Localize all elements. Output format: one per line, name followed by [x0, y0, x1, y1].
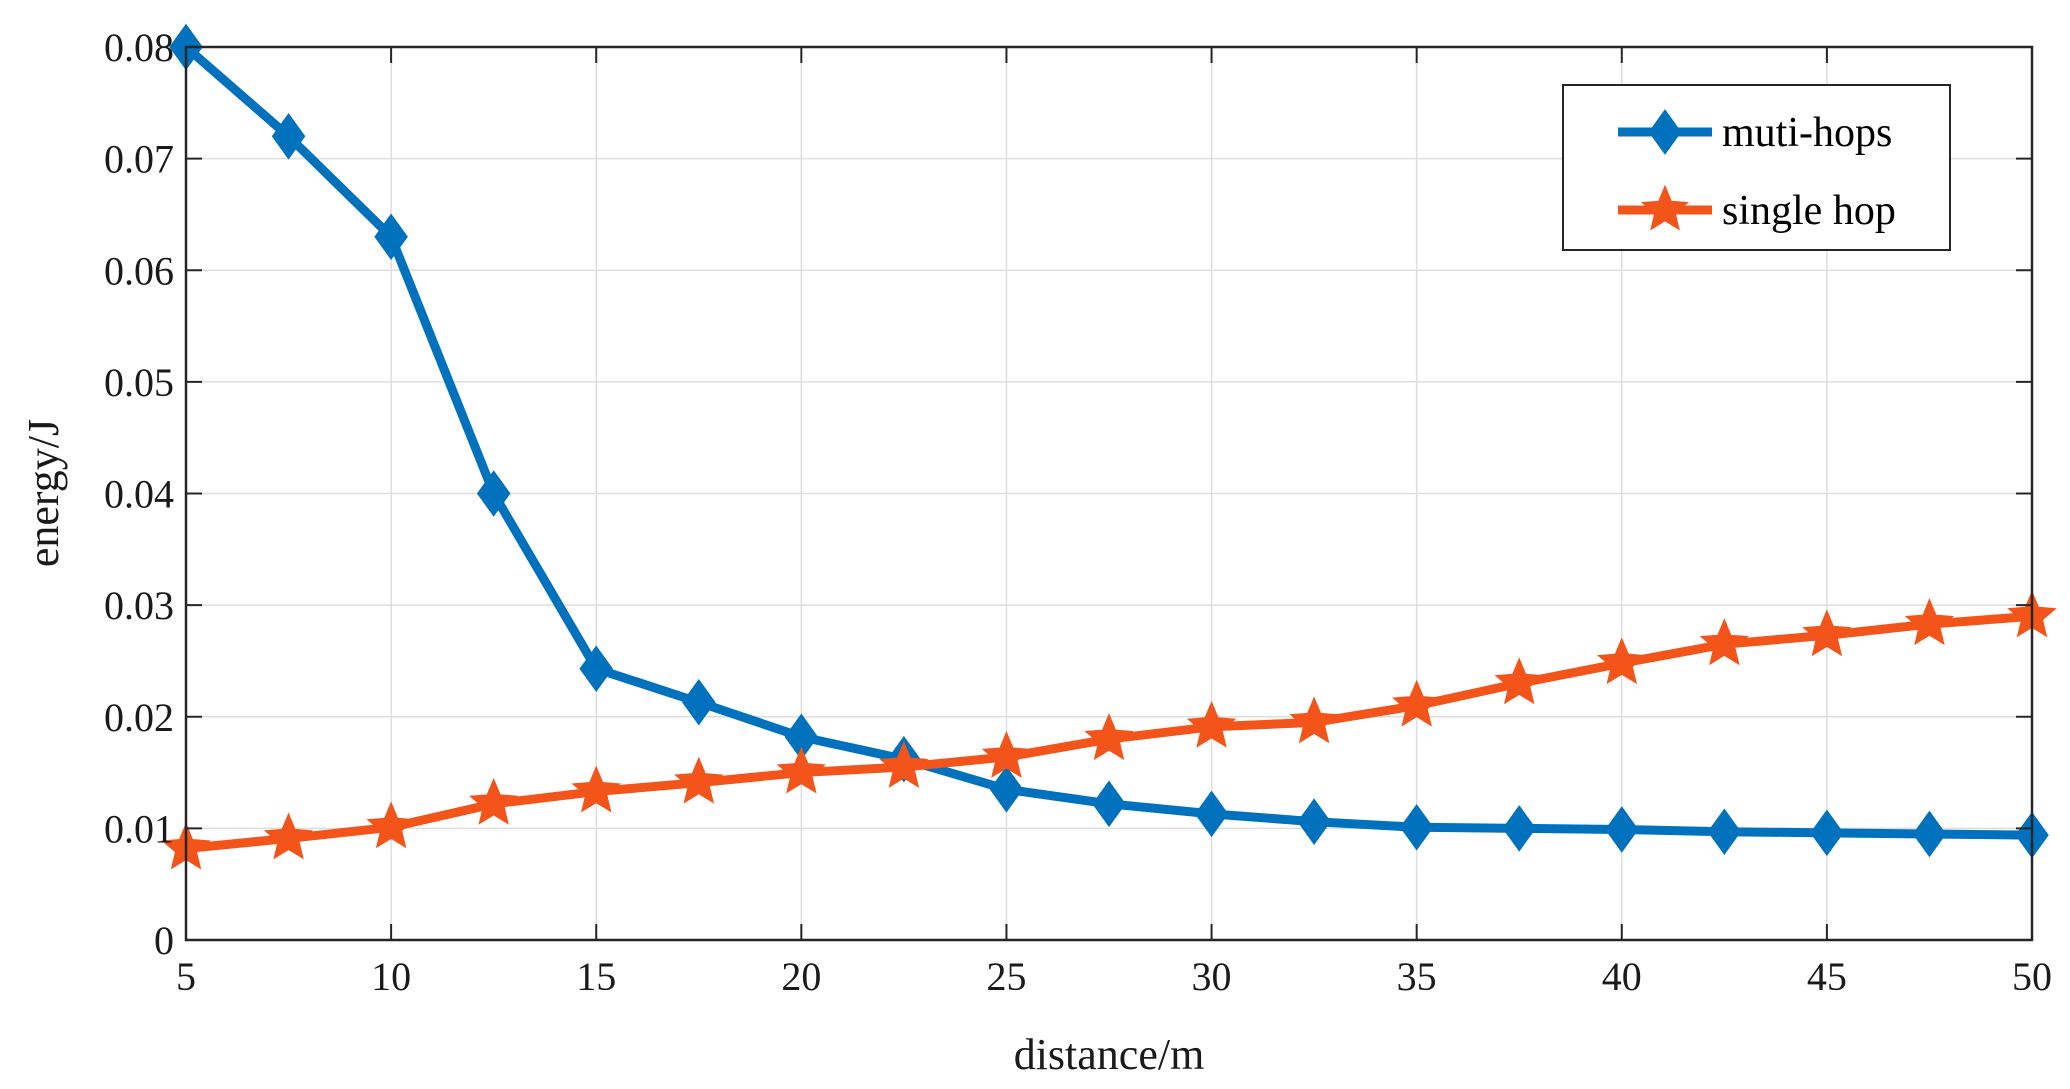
series-layer [161, 23, 2057, 870]
x-tick-label: 5 [176, 954, 196, 999]
y-tick-label: 0.08 [104, 25, 174, 70]
data-point-single-hop [1186, 700, 1237, 748]
legend-box [1562, 84, 1951, 251]
x-tick-label: 35 [1397, 954, 1437, 999]
y-tick-label: 0.07 [104, 137, 174, 182]
data-point-muti-hops [1297, 798, 1331, 845]
data-point-single-hop [1289, 696, 1339, 744]
y-tick-label: 0.01 [104, 806, 174, 851]
legend-swatch-marker [1640, 184, 1690, 231]
data-point-single-hop [1084, 713, 1134, 761]
data-point-single-hop [1597, 637, 1647, 685]
data-point-single-hop [1494, 657, 1544, 705]
legend-item-muti-hops: muti-hops [1618, 109, 1892, 156]
x-tick-label: 30 [1192, 954, 1232, 999]
x-tick-labels: 5 10 15 20 25 30 35 40 45 50 [176, 954, 2052, 999]
data-point-muti-hops [271, 113, 306, 160]
data-point-muti-hops [374, 213, 408, 261]
data-point-single-hop [1802, 609, 1852, 657]
data-point-single-hop [1699, 618, 1750, 666]
data-point-single-hop [1904, 598, 1955, 646]
data-point-muti-hops [579, 645, 613, 693]
y-tick-label: 0 [154, 918, 174, 963]
data-point-muti-hops [1605, 806, 1639, 853]
data-point-single-hop [263, 812, 314, 860]
y-tick-label: 0.02 [104, 695, 174, 740]
y-axis-label: energy/J [19, 419, 68, 567]
data-point-muti-hops [682, 678, 716, 726]
data-point-muti-hops [1912, 810, 1947, 858]
y-tick-labels: 0 0.01 0.02 0.03 0.04 0.05 0.06 0.07 0.08 [104, 25, 174, 963]
y-tick-label: 0.03 [104, 583, 174, 628]
data-point-muti-hops [476, 470, 511, 517]
data-point-muti-hops [989, 766, 1024, 813]
x-tick-label: 15 [576, 954, 616, 999]
data-point-muti-hops [1810, 809, 1844, 857]
legend-label: single hop [1722, 188, 1896, 234]
x-tick-label: 50 [2012, 954, 2052, 999]
data-point-single-hop [674, 756, 724, 804]
data-point-muti-hops [1194, 790, 1229, 838]
legend: muti-hops single hop [1562, 84, 1951, 251]
x-tick-label: 40 [1602, 954, 1642, 999]
x-tick-label: 45 [1807, 954, 1847, 999]
legend-entries: muti-hops single hop [1618, 109, 1896, 234]
legend-label: muti-hops [1722, 110, 1892, 156]
data-point-single-hop [571, 765, 621, 813]
data-point-single-hop [1391, 679, 1442, 727]
y-tick-label: 0.05 [104, 360, 174, 405]
data-point-single-hop [366, 801, 416, 849]
data-point-single-hop [776, 746, 827, 794]
data-point-single-hop [468, 777, 519, 825]
x-tick-label: 10 [371, 954, 411, 999]
x-axis-label: distance/m [1014, 1030, 1205, 1079]
data-point-muti-hops [1399, 803, 1434, 851]
legend-item-single-hop: single hop [1618, 184, 1896, 234]
data-point-muti-hops [1092, 780, 1126, 828]
data-point-muti-hops [1502, 805, 1536, 852]
y-tick-label: 0.06 [104, 248, 174, 293]
x-tick-label: 20 [781, 954, 821, 999]
y-tick-label: 0.04 [104, 472, 174, 517]
series-single-hop [161, 590, 2057, 870]
legend-swatch-marker [1648, 109, 1682, 155]
data-point-muti-hops [1707, 808, 1742, 856]
data-point-single-hop [879, 741, 929, 788]
tick-marks [185, 46, 2033, 941]
data-point-single-hop [981, 730, 1032, 778]
x-tick-label: 25 [986, 954, 1026, 999]
